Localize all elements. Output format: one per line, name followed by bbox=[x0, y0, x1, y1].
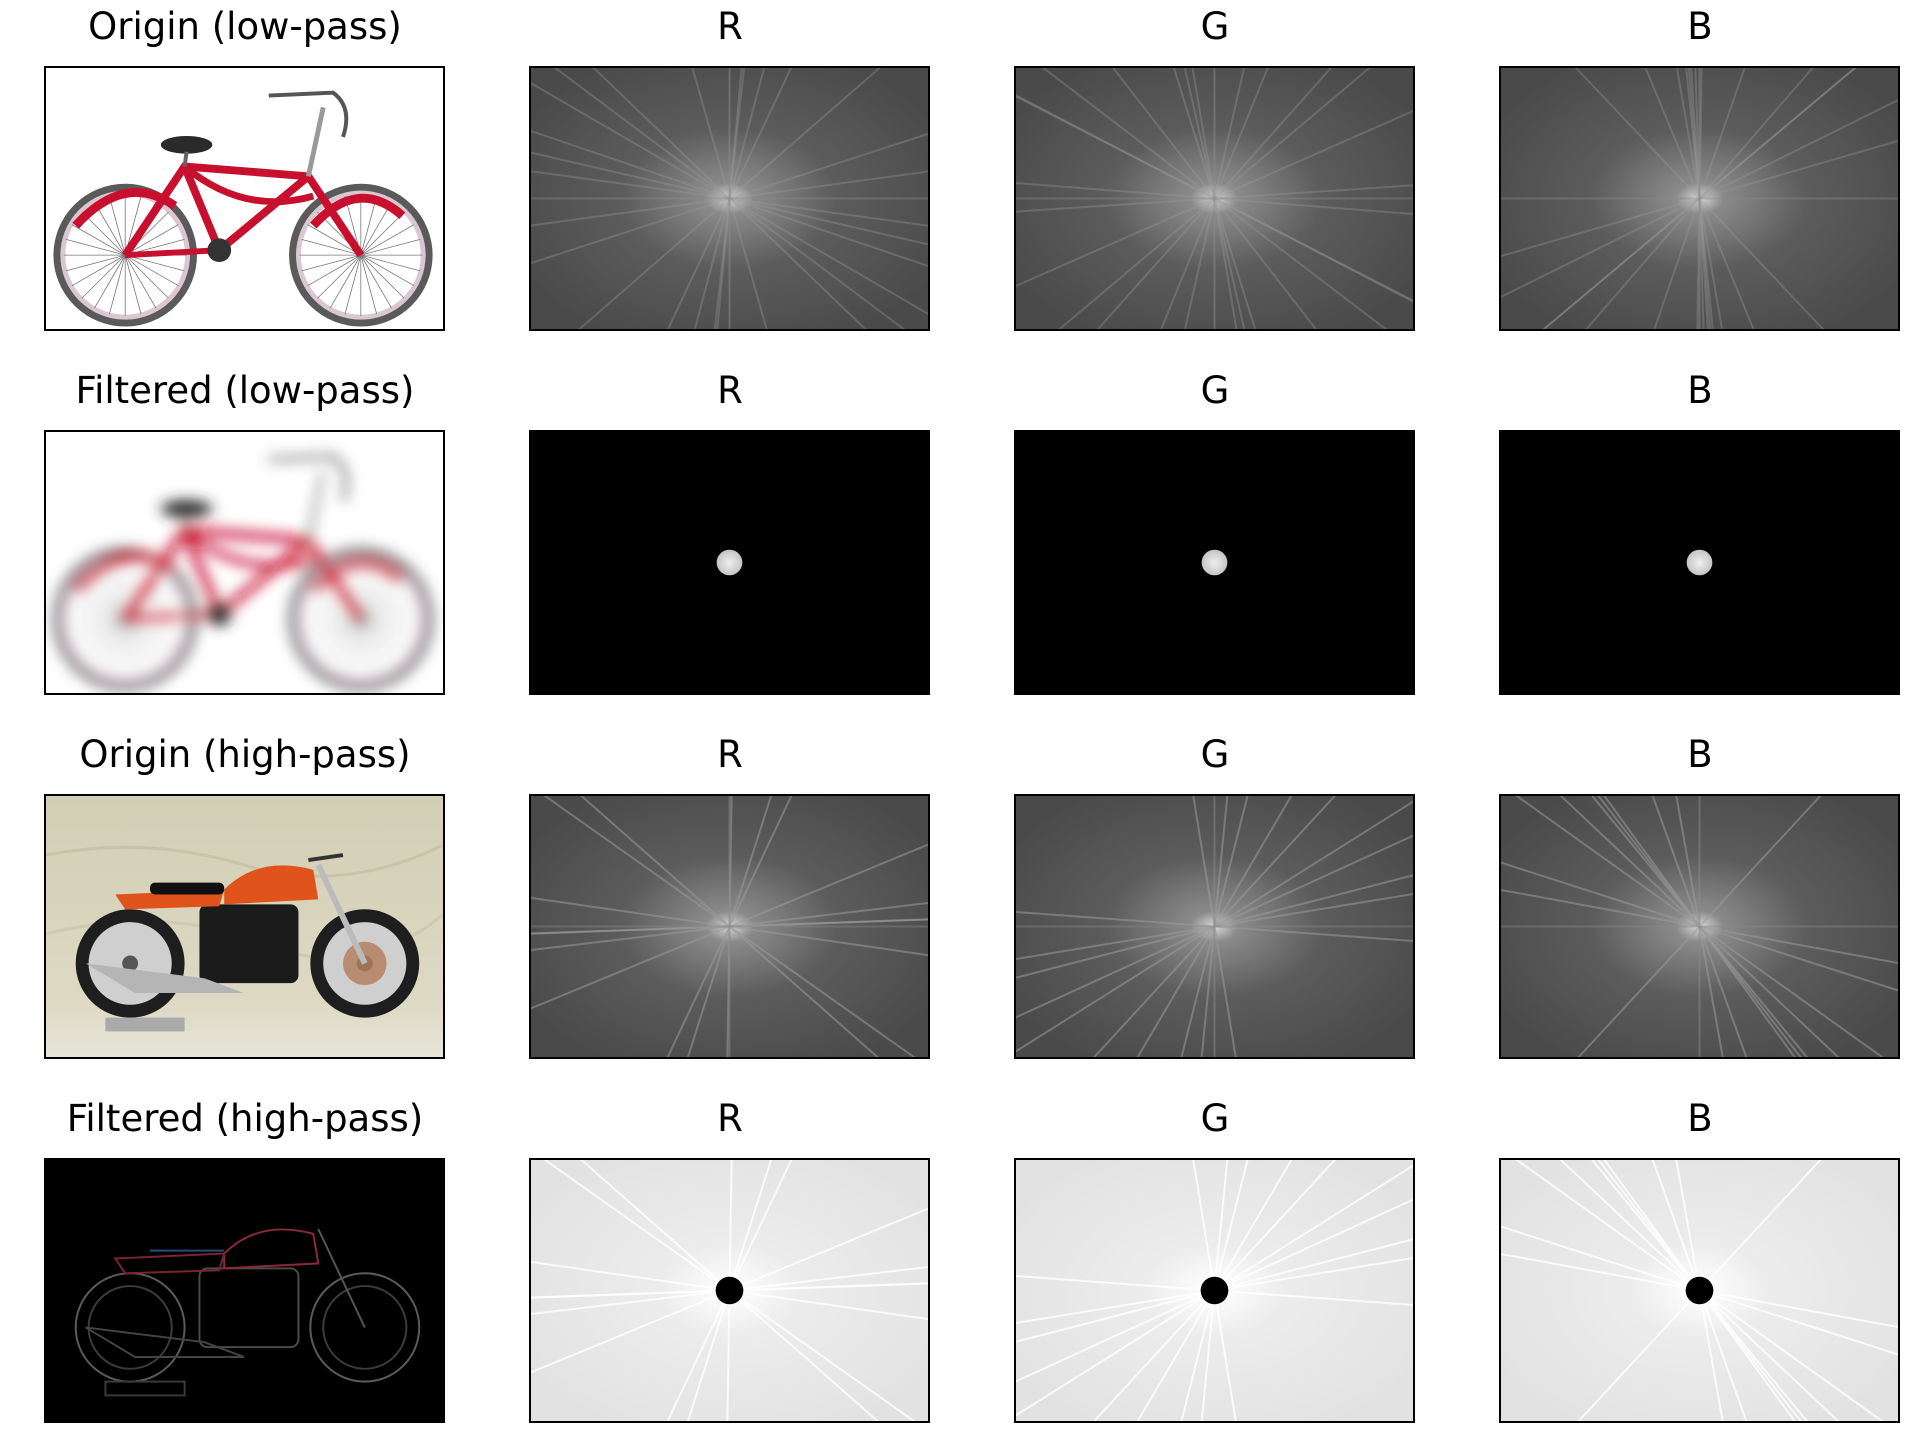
spectrum-panel-b bbox=[1499, 794, 1900, 1059]
spectrum-panel-b bbox=[1499, 66, 1900, 331]
channel-panel-title: R bbox=[717, 1097, 743, 1140]
channel-panel-title: B bbox=[1687, 733, 1713, 776]
image-panel-title: Filtered (low-pass) bbox=[75, 369, 415, 412]
bicycle-blurred-panel bbox=[44, 430, 445, 695]
channel-panel-title: G bbox=[1200, 5, 1230, 48]
spectrum-panel-g bbox=[1014, 794, 1415, 1059]
spectrum-panel-r bbox=[529, 1158, 930, 1423]
spectrum-panel-r bbox=[529, 794, 930, 1059]
channel-panel-title: R bbox=[717, 733, 743, 776]
bicycle-photo-panel bbox=[44, 66, 445, 331]
motorcycle-photo-panel bbox=[44, 794, 445, 1059]
channel-panel-title: R bbox=[717, 369, 743, 412]
spectrum-panel-r bbox=[529, 66, 930, 331]
channel-panel-title: B bbox=[1687, 369, 1713, 412]
channel-panel-title: G bbox=[1200, 733, 1230, 776]
image-panel-title: Origin (low-pass) bbox=[88, 5, 402, 48]
spectrum-panel-g bbox=[1014, 430, 1415, 695]
motorcycle-edges-panel bbox=[44, 1158, 445, 1423]
channel-panel-title: B bbox=[1687, 1097, 1713, 1140]
spectrum-panel-g bbox=[1014, 1158, 1415, 1423]
spectrum-panel-b bbox=[1499, 430, 1900, 695]
channel-panel-title: B bbox=[1687, 5, 1713, 48]
image-panel-title: Filtered (high-pass) bbox=[66, 1097, 424, 1140]
channel-panel-title: G bbox=[1200, 1097, 1230, 1140]
spectrum-panel-r bbox=[529, 430, 930, 695]
channel-panel-title: G bbox=[1200, 369, 1230, 412]
image-panel-title: Origin (high-pass) bbox=[79, 733, 411, 776]
channel-panel-title: R bbox=[717, 5, 743, 48]
spectrum-panel-g bbox=[1014, 66, 1415, 331]
spectrum-panel-b bbox=[1499, 1158, 1900, 1423]
